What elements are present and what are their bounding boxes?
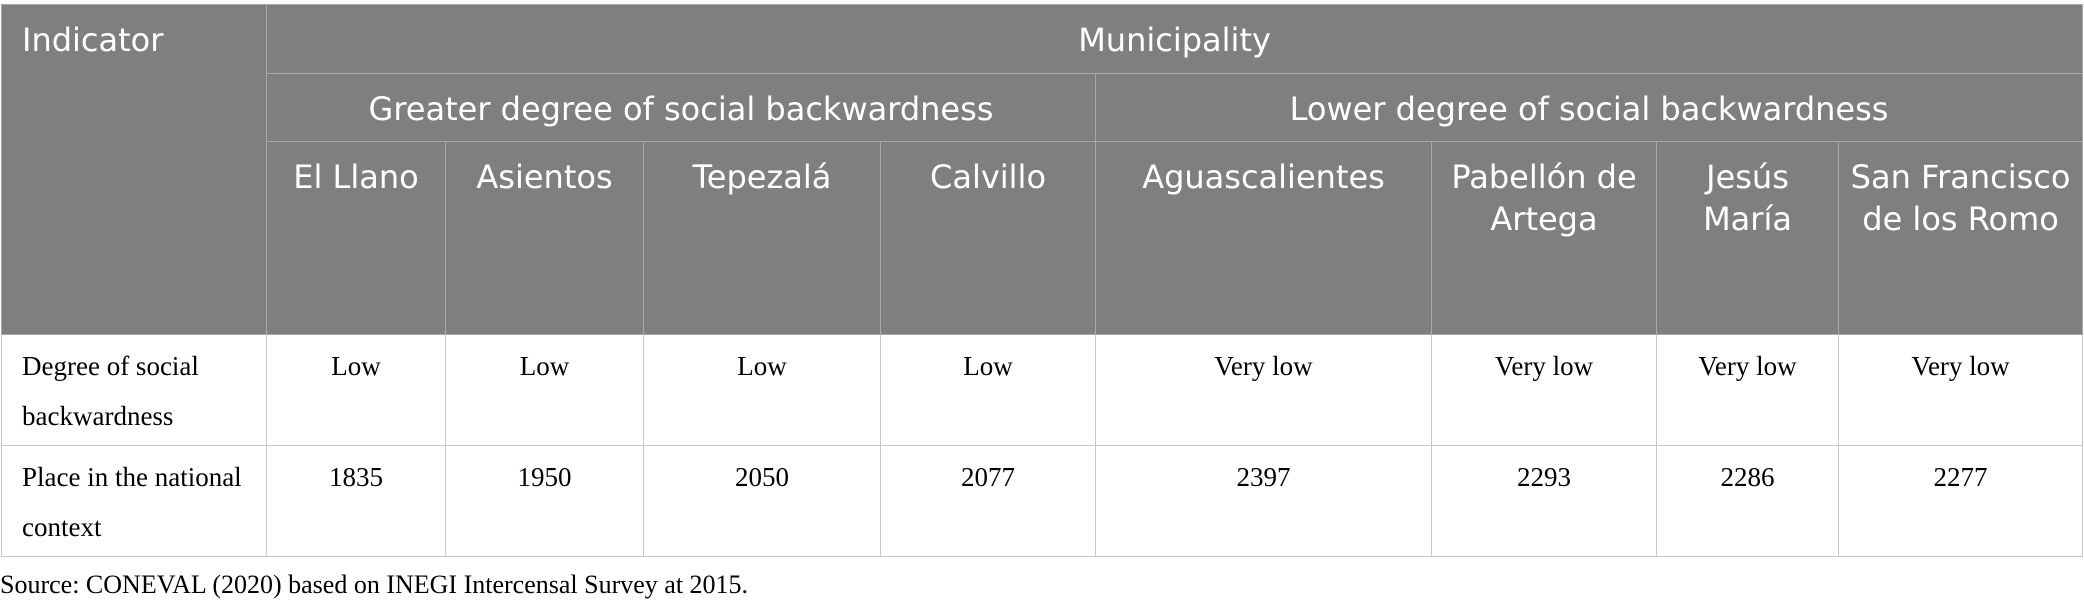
header-cell: Indicator (1, 4, 267, 335)
cell: Very low (1656, 334, 1839, 446)
source-note: Source: CONEVAL (2020) based on INEGI In… (0, 570, 749, 599)
cell: Very low (1837, 334, 2084, 446)
cell: 2077 (880, 445, 1096, 557)
column-header: El Llano (266, 141, 446, 335)
cell: 2050 (643, 445, 881, 557)
data-table: Indicator Municipality Greater degree of… (1, 4, 2084, 557)
cell: Low (266, 334, 446, 446)
table-row: Degree of social backwardness Low Low Low Lo… (1, 334, 2084, 446)
row-label: Place in the national context (1, 445, 267, 557)
column-header: Aguascalientes (1095, 141, 1432, 335)
group-header: Lower degree of social backwardness (1094, 73, 2084, 142)
column-header: Calvillo (880, 141, 1096, 335)
cell: 2293 (1431, 445, 1657, 557)
cell: Low (445, 334, 644, 446)
cell: Very low (1431, 334, 1657, 446)
column-header: Asientos (445, 141, 644, 335)
group-header: Greater degree of social backwardness (266, 73, 1096, 142)
header-cell: Municipality (265, 4, 2084, 74)
cell: Very low (1095, 334, 1432, 446)
cell: Low (880, 334, 1096, 446)
cell: 2286 (1656, 445, 1839, 557)
cell: 2397 (1095, 445, 1432, 557)
column-header: Tepezalá (643, 141, 881, 335)
cell: 2277 (1837, 445, 2084, 557)
column-header: San Francisco de los Romo (1837, 141, 2084, 335)
column-header: Jesús María (1656, 141, 1839, 335)
cell: 1950 (445, 445, 644, 557)
table-row: Place in the national context 1835 1950 205… (1, 445, 2084, 557)
cell: Low (643, 334, 881, 446)
row-label: Degree of social backwardness (1, 334, 267, 446)
column-header: Pabellón de Artega (1431, 141, 1657, 335)
cell: 1835 (266, 445, 446, 557)
